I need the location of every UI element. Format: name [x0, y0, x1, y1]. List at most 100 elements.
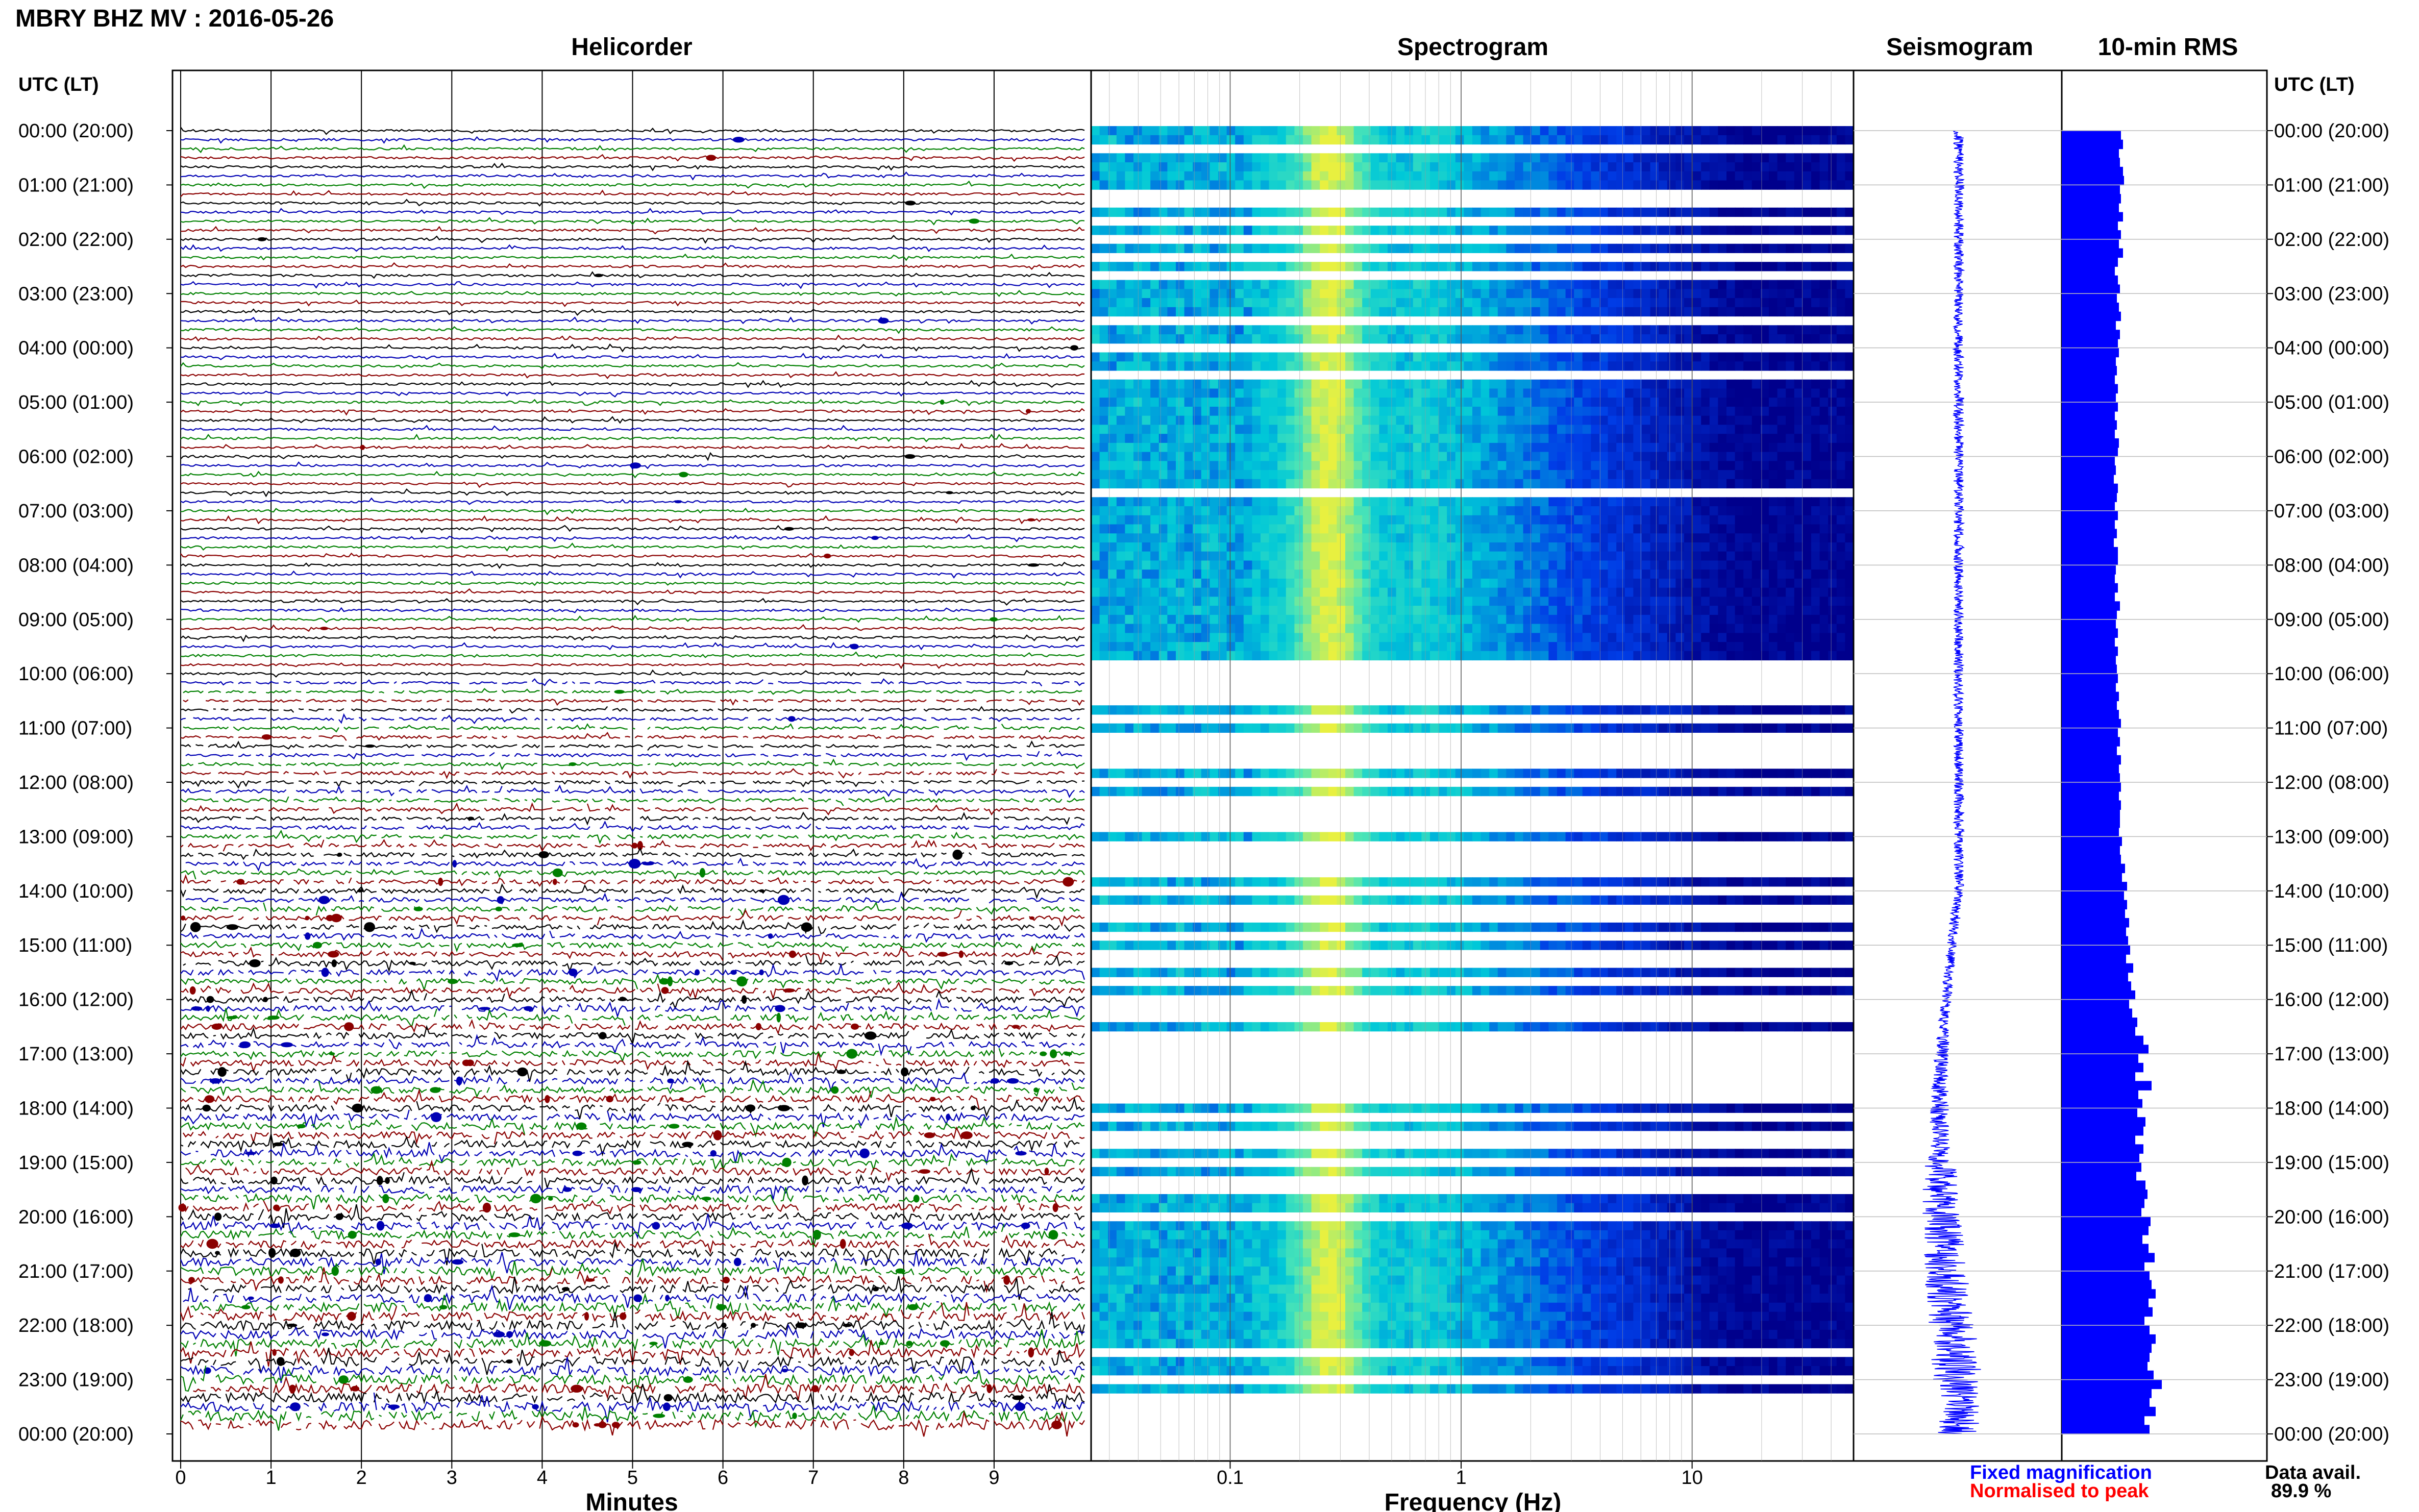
spectrogram-cell — [1099, 379, 1108, 389]
spectrogram-cell — [1184, 379, 1193, 389]
spectrogram-cell — [1337, 334, 1346, 344]
spectrogram-cell — [1413, 461, 1422, 470]
spectrogram-cell — [1642, 470, 1651, 480]
spectrogram-cell — [1353, 398, 1363, 407]
spectrogram-cell — [1735, 452, 1744, 461]
spectrogram-cell — [1565, 497, 1574, 507]
spectrogram-cell — [1565, 407, 1574, 416]
spectrogram-cell — [1413, 379, 1422, 389]
spectrogram-cell — [1328, 226, 1338, 235]
spectrogram-cell — [1769, 171, 1778, 181]
spectrogram-cell — [1108, 569, 1117, 579]
spectrogram-cell — [1421, 461, 1430, 470]
helicorder-trace — [180, 847, 1085, 860]
spectrogram-cell — [1362, 497, 1371, 507]
helicorder-trace — [180, 1348, 1085, 1375]
spectrogram-cell — [1099, 633, 1108, 642]
spectrogram-cell — [1091, 289, 1100, 299]
spectrogram-cell — [1659, 180, 1668, 190]
spectrogram-cell — [1150, 325, 1159, 335]
spectrogram-cell — [1370, 162, 1380, 172]
spectrogram-cell — [1286, 479, 1295, 489]
spectrogram-cell — [1819, 162, 1829, 172]
spectrogram-cell — [1362, 578, 1371, 588]
spectrogram-cell — [1642, 506, 1651, 516]
spectrogram-cell — [1438, 334, 1447, 344]
spectrogram-cell — [1718, 642, 1727, 652]
spectrogram-cell — [1523, 415, 1532, 425]
spectrogram-cell — [1684, 280, 1693, 289]
spectrogram-cell — [1320, 479, 1329, 489]
spectrogram-cell — [1684, 642, 1693, 652]
spectrogram-cell — [1624, 452, 1634, 461]
spectrogram-cell — [1125, 614, 1134, 625]
spectrogram-cell — [1777, 497, 1786, 507]
spectrogram-cell — [1396, 723, 1405, 733]
spectrogram-cell — [1675, 425, 1685, 434]
spectrogram-cell — [1176, 624, 1185, 633]
spectrogram-cell — [1565, 379, 1574, 389]
spectrogram-cell — [1404, 542, 1414, 552]
spectrogram-cell — [1311, 352, 1320, 362]
spectrogram-cell — [1557, 289, 1566, 299]
spectrogram-cell — [1701, 569, 1710, 579]
spectrogram-cell — [1836, 705, 1846, 715]
spectrogram-cell — [1845, 479, 1854, 489]
spectrogram-cell — [1345, 280, 1354, 289]
spectrogram-cell — [1650, 398, 1659, 407]
spectrogram-row — [1091, 307, 1854, 317]
spectrogram-cell — [1464, 569, 1473, 579]
spectrogram-cell — [1548, 533, 1558, 543]
spectrogram-cell — [1794, 597, 1804, 606]
spectrogram-cell — [1794, 515, 1804, 525]
spectrogram-cell — [1108, 542, 1117, 552]
spectrogram-cell — [1158, 452, 1168, 461]
spectrogram-cell — [1692, 542, 1701, 552]
spectrogram-cell — [1777, 226, 1786, 235]
spectrogram-cell — [1370, 470, 1380, 480]
spectrogram-cell — [1193, 769, 1202, 778]
spectrogram-cell — [1176, 533, 1185, 543]
spectrogram-cell — [1769, 723, 1778, 733]
helicorder-event — [795, 1322, 807, 1328]
spectrogram-cell — [1447, 361, 1456, 371]
spectrogram-cell — [1751, 171, 1761, 181]
spectrogram-cell — [1480, 587, 1490, 597]
spectrogram-cell — [1455, 497, 1465, 507]
spectrogram-cell — [1303, 407, 1312, 416]
spectrogram-cell — [1480, 243, 1490, 253]
spectrogram-cell — [1421, 497, 1430, 507]
spectrogram-cell — [1515, 171, 1524, 181]
spectrogram-cell — [1353, 171, 1363, 181]
spectrogram-cell — [1599, 560, 1609, 570]
spectrogram-cell — [1489, 551, 1498, 561]
spectrogram-cell — [1379, 226, 1388, 235]
spectrogram-cell — [1388, 407, 1397, 416]
spectrogram-cell — [1743, 587, 1752, 597]
spectrogram-cell — [1252, 633, 1261, 642]
spectrogram-cell — [1133, 515, 1143, 525]
helicorder-event — [674, 500, 682, 504]
helicorder-event — [364, 922, 375, 932]
spectrogram-cell — [1362, 243, 1371, 253]
spectrogram-cell — [1659, 361, 1668, 371]
spectrogram-cell — [1193, 407, 1202, 416]
helicorder-event — [940, 1340, 950, 1347]
spectrogram-cell — [1760, 180, 1769, 190]
spectrogram-cell — [1370, 388, 1380, 398]
spectrogram-cell — [1226, 470, 1236, 480]
spectrogram-cell — [1506, 425, 1515, 434]
spectrogram-cell — [1497, 379, 1507, 389]
spectrogram-cell — [1548, 642, 1558, 652]
spectrogram-cell — [1608, 361, 1617, 371]
spectrogram-cell — [1133, 533, 1143, 543]
spectrogram-cell — [1777, 479, 1786, 489]
spectrogram-cell — [1633, 398, 1642, 407]
spectrogram-cell — [1303, 624, 1312, 633]
spectrogram-cell — [1379, 606, 1388, 615]
spectrogram-cell — [1235, 334, 1244, 344]
spectrogram-cell — [1718, 425, 1727, 434]
spectrogram-cell — [1794, 524, 1804, 534]
spectrogram-cell — [1235, 723, 1244, 733]
spectrogram-cell — [1447, 262, 1456, 271]
